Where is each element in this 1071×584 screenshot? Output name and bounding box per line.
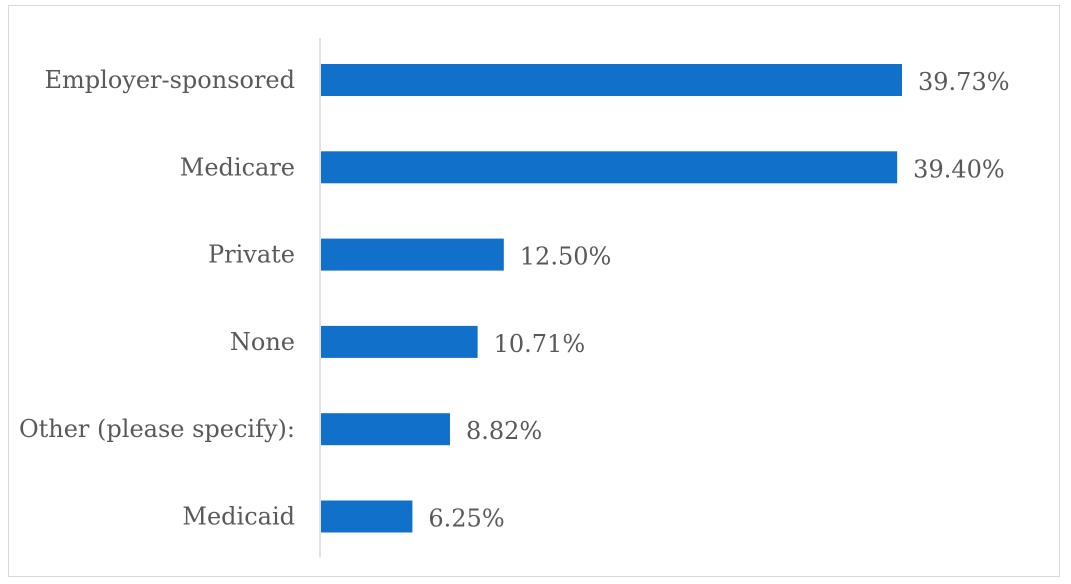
category-label-2: Private — [208, 241, 295, 269]
bars-layer: Employer-sponsored 39.73% Medicare 39.40% Pr… — [19, 64, 1010, 533]
bar-4 — [321, 413, 450, 446]
value-label-4: 8.82% — [466, 417, 542, 445]
category-label-1: Medicare — [180, 153, 295, 181]
category-label-0: Employer-sponsored — [45, 66, 296, 94]
category-label-4: Other (please specify): — [19, 415, 295, 443]
bar-3 — [321, 325, 478, 358]
value-label-3: 10.71% — [494, 330, 586, 358]
value-label-1: 39.40% — [913, 155, 1005, 183]
value-label-5: 6.25% — [428, 505, 504, 533]
category-label-5: Medicaid — [182, 503, 295, 531]
chart-frame — [8, 5, 1060, 577]
bar-2 — [321, 238, 504, 271]
category-label-3: None — [230, 328, 295, 356]
bar-5 — [321, 500, 413, 533]
bar-1 — [321, 151, 898, 184]
value-label-2: 12.50% — [520, 243, 612, 271]
value-label-0: 39.73% — [918, 68, 1010, 96]
bar-0 — [321, 64, 902, 96]
